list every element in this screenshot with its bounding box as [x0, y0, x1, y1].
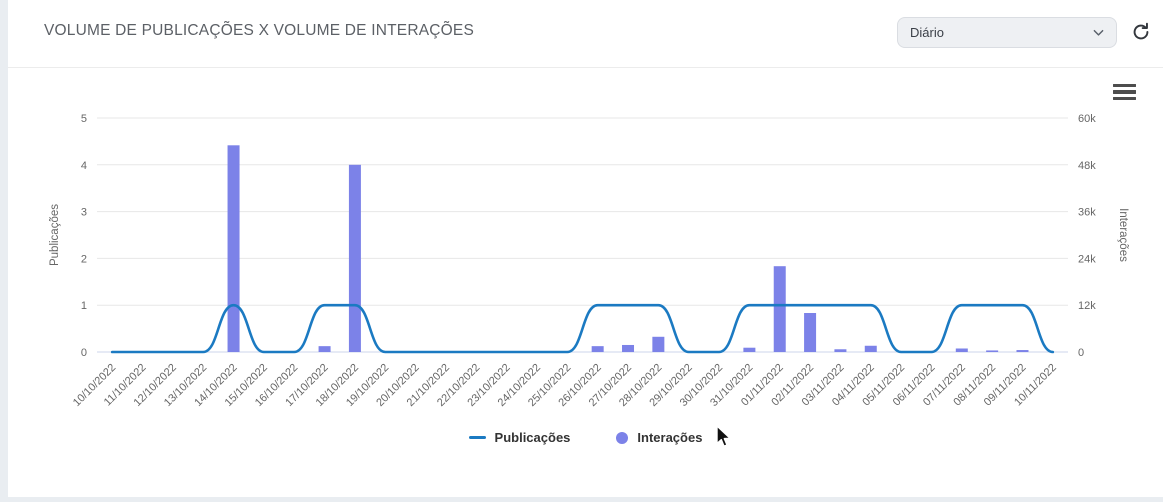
refresh-button[interactable]	[1129, 21, 1153, 45]
right-axis-tick-label: 12k	[1078, 300, 1096, 312]
legend-item-publicacoes[interactable]: Publicações	[468, 430, 571, 445]
right-axis-title: Interações	[1117, 208, 1129, 262]
left-axis-tick-label: 4	[81, 160, 87, 172]
hamburger-icon	[1113, 90, 1136, 94]
line-swatch-icon	[468, 436, 486, 439]
interacoes-bar-27/10/2022[interactable]	[622, 344, 635, 352]
left-axis-tick-label: 1	[81, 300, 87, 312]
interacoes-bar-07/11/2022[interactable]	[955, 348, 968, 352]
interacoes-bar-28/10/2022[interactable]	[652, 336, 665, 352]
chart-legend: Publicações Interações	[8, 430, 1163, 445]
left-axis-tick-label: 2	[81, 253, 87, 265]
chevron-down-icon	[1093, 29, 1104, 36]
interacoes-bar-09/11/2022[interactable]	[1016, 350, 1029, 352]
chart-area: 0 0 1 12k 2 24k 3 36k 4 48k 5 60k Publicações Interaç…	[8, 70, 1163, 482]
interacoes-bar-31/10/2022[interactable]	[743, 347, 756, 352]
header-controls: Diário	[897, 17, 1153, 48]
left-axis-tick-label: 0	[81, 347, 87, 359]
left-axis-tick-label: 5	[81, 113, 87, 125]
right-axis-tick-label: 24k	[1078, 253, 1096, 265]
interacoes-bar-14/10/2022[interactable]	[227, 145, 240, 352]
panel-header: VOLUME DE PUBLICAÇÕES X VOLUME DE INTERA…	[8, 0, 1163, 68]
refresh-icon	[1133, 22, 1149, 39]
right-axis-tick-label: 0	[1078, 347, 1084, 359]
left-axis-tick-label: 3	[81, 207, 87, 219]
interacoes-bar-18/10/2022[interactable]	[348, 164, 361, 352]
publicacoes-line[interactable]	[110, 303, 1055, 354]
right-axis-tick-label: 60k	[1078, 113, 1096, 125]
hamburger-icon	[1113, 96, 1136, 100]
chart-context-menu-button[interactable]	[1113, 84, 1136, 100]
chart-panel: VOLUME DE PUBLICAÇÕES X VOLUME DE INTERA…	[8, 0, 1163, 497]
right-axis-tick-label: 36k	[1078, 207, 1096, 219]
interacoes-bar-08/11/2022[interactable]	[986, 350, 999, 352]
interacoes-bar-26/10/2022[interactable]	[591, 346, 604, 352]
legend-label: Interações	[637, 430, 703, 445]
legend-label: Publicações	[494, 430, 571, 445]
interacoes-bar-01/11/2022[interactable]	[773, 266, 786, 352]
period-select[interactable]: Diário	[897, 17, 1117, 48]
interacoes-bar-04/11/2022[interactable]	[864, 345, 877, 352]
chart-svg: 0 0 1 12k 2 24k 3 36k 4 48k 5 60k Publicações Interaç…	[49, 113, 1129, 409]
hamburger-icon	[1113, 84, 1136, 88]
page-title: VOLUME DE PUBLICAÇÕES X VOLUME DE INTERA…	[44, 22, 474, 39]
left-axis-title: Publicações	[49, 204, 61, 266]
legend-item-interacoes[interactable]: Interações	[616, 430, 702, 445]
period-select-value: Diário	[910, 25, 944, 40]
interacoes-bar-17/10/2022[interactable]	[318, 346, 331, 352]
circle-swatch-icon	[616, 431, 629, 444]
interacoes-bar-02/11/2022[interactable]	[804, 313, 817, 352]
right-axis-tick-label: 48k	[1078, 160, 1096, 172]
interacoes-bar-03/11/2022[interactable]	[834, 349, 847, 352]
